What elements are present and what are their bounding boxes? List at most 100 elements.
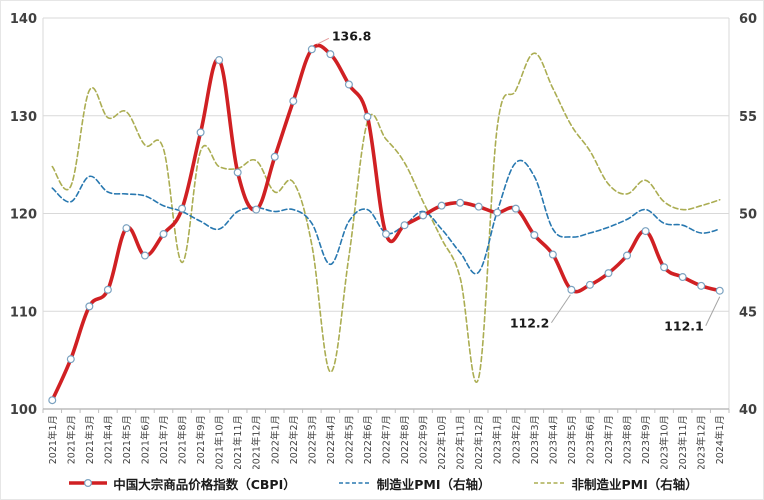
x-axis-label: 2022年1月 <box>269 415 281 464</box>
data-point-marker <box>252 205 261 214</box>
data-point-marker <box>437 201 446 210</box>
x-axis-label: 2023年9月 <box>640 415 652 464</box>
data-point-marker <box>567 285 576 294</box>
data-point-marker <box>159 230 168 239</box>
x-axis-label: 2023年10月 <box>659 415 671 469</box>
data-point-marker <box>363 112 372 121</box>
legend-label-cbpi: 中国大宗商品价格指数（CBPI） <box>113 476 296 492</box>
x-axis-label: 2022年10月 <box>436 415 448 469</box>
x-axis-label: 2021年4月 <box>102 415 114 464</box>
data-point-marker <box>548 250 557 259</box>
x-axis-label: 2023年6月 <box>584 415 596 464</box>
x-axis-label: 2021年11月 <box>232 415 244 469</box>
legend-item-mfg-pmi: 制造业PMI（右轴） <box>338 474 491 493</box>
left-axis-tick-label: 130 <box>10 110 37 125</box>
x-axis-label: 2022年6月 <box>362 415 374 464</box>
x-axis-label: 2023年8月 <box>622 415 634 464</box>
right-axis-tick-label: 55 <box>739 110 757 125</box>
legend-label-nonmfg-pmi: 非制造业PMI（右轴） <box>571 476 698 492</box>
data-point-marker <box>103 285 112 294</box>
x-axis-label: 2022年12月 <box>473 415 485 469</box>
right-axis-tick-label: 40 <box>739 403 757 418</box>
data-point-marker <box>382 230 391 239</box>
left-axis-tick-label: 100 <box>10 403 37 418</box>
data-point-marker <box>178 204 187 213</box>
x-axis-label: 2022年8月 <box>399 415 411 464</box>
data-point-marker <box>233 168 242 177</box>
legend-label-mfg-pmi: 制造业PMI（右轴） <box>376 476 491 492</box>
x-axis-label: 2023年12月 <box>696 415 708 469</box>
left-axis-tick-label: 110 <box>10 305 37 320</box>
data-point-marker <box>585 280 594 289</box>
data-point-marker <box>678 273 687 282</box>
x-axis-label: 2021年12月 <box>251 415 263 469</box>
x-axis-label: 2023年4月 <box>547 415 559 464</box>
data-point-marker <box>715 286 724 295</box>
x-axis-label: 2023年3月 <box>529 415 541 464</box>
right-axis-tick-label: 50 <box>739 208 757 223</box>
data-point-marker <box>307 45 316 54</box>
data-point-marker <box>697 281 706 290</box>
chart-legend: 中国大宗商品价格指数（CBPI） 制造业PMI（右轴） 非制造业PMI（右轴） <box>1 469 764 497</box>
data-point-marker <box>456 198 465 207</box>
cbpi-line-sample-icon <box>69 478 108 488</box>
x-axis-label: 2023年2月 <box>510 415 522 464</box>
data-point-marker <box>48 396 57 405</box>
data-point-marker <box>400 221 409 230</box>
x-axis-label: 2024年1月 <box>714 415 726 464</box>
x-axis-label: 2021年5月 <box>121 415 133 464</box>
data-point-marker <box>66 355 75 364</box>
x-axis-label: 2023年7月 <box>603 415 615 464</box>
data-point-marker <box>641 227 650 236</box>
x-axis-label: 2022年11月 <box>455 415 467 469</box>
data-point-marker <box>140 251 149 260</box>
series-line-2 <box>51 52 721 383</box>
data-point-marker <box>122 224 131 233</box>
legend-item-cbpi: 中国大宗商品价格指数（CBPI） <box>68 474 296 493</box>
annotation-leader-line <box>705 296 721 326</box>
annotation-leader-line <box>550 294 571 324</box>
x-axis-label: 2022年7月 <box>381 415 393 464</box>
data-point-marker <box>511 204 520 213</box>
x-axis-label: 2023年5月 <box>566 415 578 464</box>
data-point-marker <box>270 152 279 161</box>
data-point-marker <box>604 269 613 278</box>
right-axis-tick-label: 45 <box>739 305 757 320</box>
data-point-marker <box>419 211 428 220</box>
x-axis-label: 2022年3月 <box>306 415 318 464</box>
left-axis-tick-label: 120 <box>10 208 37 223</box>
x-axis-label: 2021年6月 <box>139 415 151 464</box>
data-point-marker <box>289 97 298 106</box>
series-line-1 <box>51 159 721 275</box>
x-axis-label: 2021年9月 <box>195 415 207 464</box>
mfg-pmi-line-sample-icon <box>338 482 371 484</box>
x-axis-label: 2022年4月 <box>325 415 337 464</box>
data-point-marker <box>474 202 483 211</box>
x-axis-label: 2023年11月 <box>677 415 689 469</box>
x-axis-label: 2021年2月 <box>65 415 77 464</box>
data-point-marker <box>493 208 502 217</box>
annotation-label: 112.2 <box>510 316 550 331</box>
x-axis-label: 2021年10月 <box>214 415 226 469</box>
legend-item-nonmfg-pmi: 非制造业PMI（右轴） <box>533 474 698 493</box>
data-point-marker <box>215 56 224 65</box>
x-axis-label: 2021年3月 <box>84 415 96 464</box>
data-point-marker <box>623 251 632 260</box>
x-axis-label: 2021年8月 <box>177 415 189 464</box>
data-point-marker <box>344 80 353 89</box>
left-axis-tick-label: 140 <box>10 12 37 27</box>
nonmfg-pmi-line-sample-icon <box>533 482 566 484</box>
data-point-marker <box>326 50 335 59</box>
data-point-marker <box>85 302 94 311</box>
chart-plot-area: 100 110 120 130 140 40 45 50 55 60 2021年1月 2021年2月 2… <box>10 12 757 469</box>
annotation-label: 136.8 <box>332 28 372 43</box>
annotation-label: 112.1 <box>664 319 704 334</box>
x-axis-label: 2022年5月 <box>343 415 355 464</box>
x-axis-label: 2022年9月 <box>418 415 430 464</box>
legend-marker-sample <box>84 478 93 488</box>
x-axis-label: 2021年1月 <box>47 415 59 464</box>
x-axis-label: 2022年2月 <box>288 415 300 464</box>
right-axis-tick-label: 60 <box>739 12 757 27</box>
data-point-marker <box>660 263 669 272</box>
